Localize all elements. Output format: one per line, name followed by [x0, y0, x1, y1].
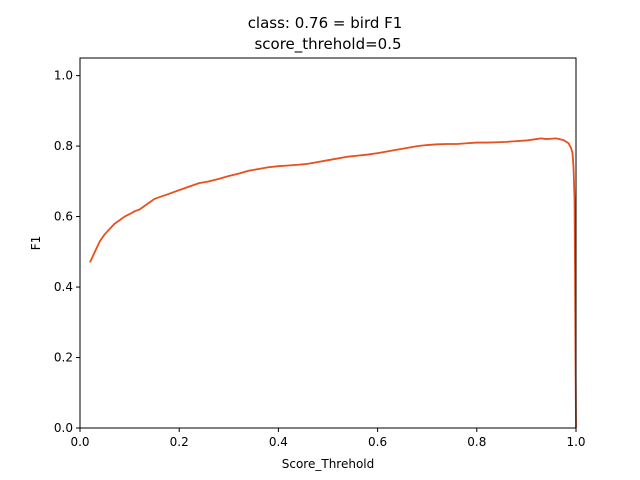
x-tick-label: 0.6 [368, 435, 387, 449]
x-tick-label: 0.4 [269, 435, 288, 449]
chart-title: class: 0.76 = bird F1 [248, 14, 403, 32]
x-tick-label: 0.0 [70, 435, 89, 449]
axes-frame [79, 57, 577, 429]
y-tick-label: 0.4 [54, 280, 73, 294]
y-tick-label: 0.0 [54, 421, 73, 435]
y-tick-label: 0.8 [54, 139, 73, 153]
x-tick-label: 1.0 [566, 435, 585, 449]
y-tick-label: 0.6 [54, 210, 73, 224]
f1-series-line [89, 137, 577, 429]
x-tick-label: 0.8 [467, 435, 486, 449]
x-tick-label: 0.2 [170, 435, 189, 449]
y-tick-label: 1.0 [54, 69, 73, 83]
y-axis-label: F1 [29, 236, 43, 251]
chart-subtitle: score_threhold=0.5 [254, 35, 401, 54]
y-tick-label: 0.2 [54, 351, 73, 365]
x-axis: 0.0 0.2 0.4 0.6 0.8 1.0 [70, 428, 586, 449]
y-axis: 0.0 0.2 0.4 0.6 0.8 1.0 [54, 69, 80, 435]
plot-area [89, 137, 577, 429]
x-axis-label: Score_Threhold [282, 457, 375, 471]
